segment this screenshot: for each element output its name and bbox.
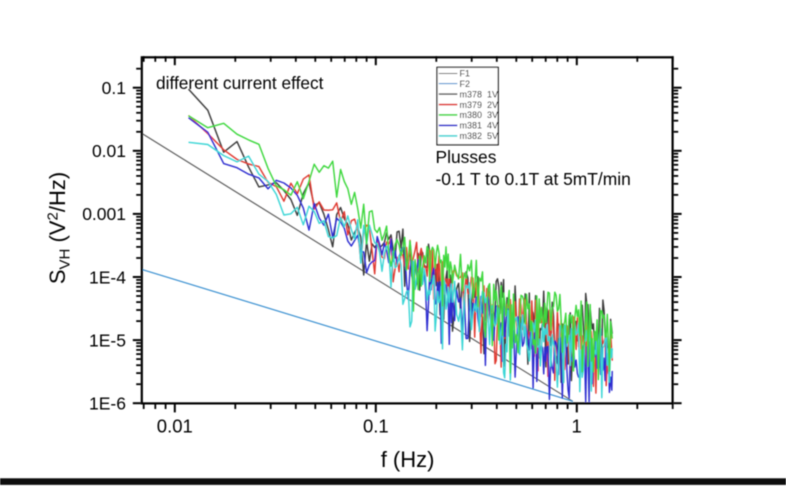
svg-text:SVH (V2/Hz): SVH (V2/Hz) <box>45 172 74 284</box>
svg-text:m380 3V: m380 3V <box>460 110 499 120</box>
svg-text:-0.1 T to 0.1T at 5mT/min: -0.1 T to 0.1T at 5mT/min <box>436 169 631 189</box>
svg-text:different current effect: different current effect <box>156 73 324 93</box>
svg-text:1E-4: 1E-4 <box>89 267 126 287</box>
svg-text:Plusses: Plusses <box>436 147 497 167</box>
svg-text:0.001: 0.001 <box>82 204 126 224</box>
svg-text:m381 4V: m381 4V <box>460 121 499 131</box>
svg-text:0.01: 0.01 <box>92 141 126 161</box>
svg-text:F1: F1 <box>460 69 471 79</box>
svg-text:1E-6: 1E-6 <box>89 394 126 414</box>
svg-text:0.1: 0.1 <box>363 416 389 437</box>
svg-text:m379 2V: m379 2V <box>460 100 499 110</box>
svg-text:0.1: 0.1 <box>102 78 126 98</box>
svg-text:1: 1 <box>572 416 582 437</box>
svg-text:m378 1V: m378 1V <box>460 89 499 99</box>
svg-text:F2: F2 <box>460 79 471 89</box>
svg-text:0.01: 0.01 <box>157 416 193 437</box>
svg-text:1E-5: 1E-5 <box>89 330 126 350</box>
svg-text:m382 5V: m382 5V <box>460 131 499 141</box>
svg-text:f (Hz): f (Hz) <box>381 447 435 472</box>
